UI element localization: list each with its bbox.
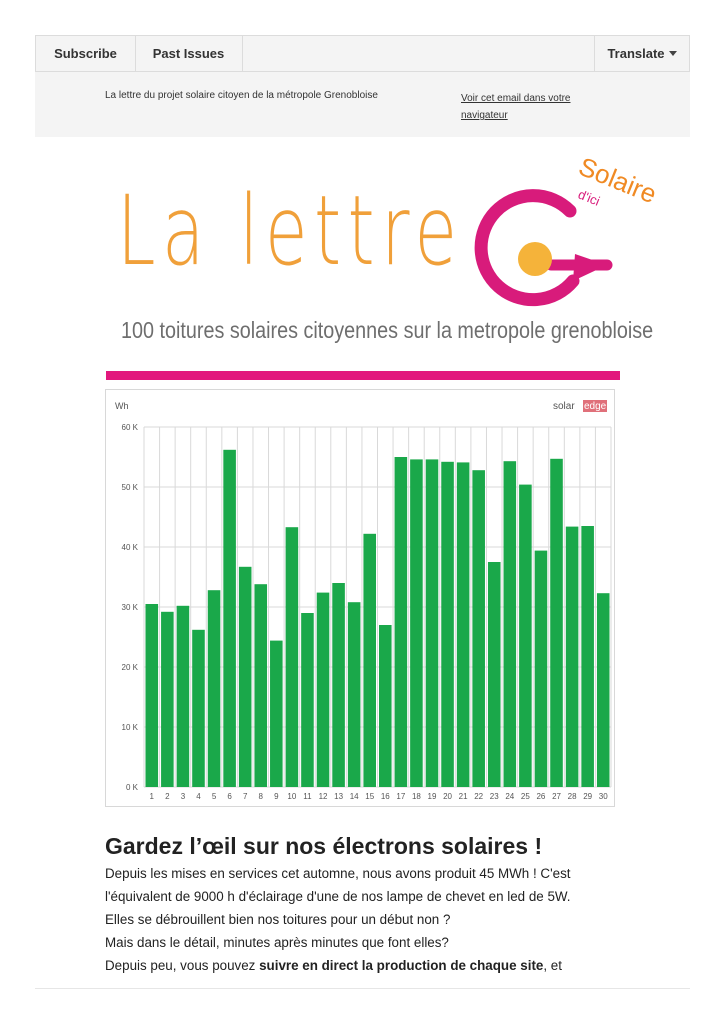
- y-tick-label: 10 K: [122, 723, 139, 732]
- x-tick-label: 28: [568, 792, 577, 801]
- bar-day-16: [379, 625, 392, 787]
- article-line-3: Elles se débrouillent bien nos toitures …: [105, 912, 451, 927]
- x-tick-label: 8: [259, 792, 264, 801]
- bar-day-22: [472, 470, 485, 787]
- bar-day-7: [238, 566, 252, 787]
- preheader: La lettre du projet solaire citoyen de l…: [35, 72, 690, 137]
- x-tick-label: 25: [521, 792, 530, 801]
- article-line-5: Depuis peu, vous pouvez suivre en direct…: [105, 958, 562, 973]
- x-tick-label: 27: [552, 792, 561, 801]
- bar-day-14: [347, 602, 361, 787]
- x-tick-label: 30: [599, 792, 608, 801]
- bar-day-20: [441, 461, 454, 787]
- x-tick-label: 2: [165, 792, 170, 801]
- x-tick-label: 17: [396, 792, 405, 801]
- brand-label-solar: solar: [553, 401, 575, 412]
- past-issues-button[interactable]: Past Issues: [135, 36, 243, 71]
- bar-day-29: [581, 526, 594, 787]
- bar-day-18: [410, 459, 423, 787]
- x-tick-label: 5: [212, 792, 217, 801]
- x-tick-label: 11: [303, 792, 312, 801]
- preheader-tagline: La lettre du projet solaire citoyen de l…: [105, 90, 378, 101]
- x-tick-label: 19: [428, 792, 437, 801]
- bar-day-13: [332, 583, 345, 787]
- bar-day-30: [596, 593, 610, 787]
- article-line-5-start: Depuis peu, vous pouvez: [105, 958, 260, 973]
- bar-day-28: [565, 526, 579, 787]
- x-tick-label: 26: [536, 792, 545, 801]
- x-tick-label: 24: [505, 792, 514, 801]
- translate-label: Translate: [607, 46, 665, 61]
- translate-dropdown[interactable]: Translate: [594, 36, 689, 71]
- article-line-1: Depuis les mises en services cet automne…: [105, 866, 571, 881]
- x-tick-label: 21: [459, 792, 468, 801]
- y-tick-label: 30 K: [122, 603, 139, 612]
- bar-day-15: [363, 533, 376, 787]
- x-tick-label: 7: [243, 792, 248, 801]
- footer-divider: [35, 988, 690, 989]
- logo-title: La lettre: [117, 175, 464, 287]
- article-line-2: l'équivalent de 9000 h d'éclairage d'une…: [105, 889, 571, 904]
- bar-day-3: [176, 605, 190, 787]
- bar-day-27: [550, 458, 563, 787]
- bar-day-19: [425, 459, 439, 787]
- bar-day-12: [316, 592, 330, 787]
- newsletter-logo: La lettre Solaire d'ici 100 toitures sol…: [35, 137, 690, 362]
- article-heading: Gardez l’œil sur nos électrons solaires …: [105, 833, 543, 859]
- bar-day-26: [534, 550, 548, 787]
- x-tick-label: 10: [287, 792, 296, 801]
- pink-divider: [106, 371, 620, 380]
- bar-day-21: [456, 462, 470, 787]
- bar-day-1: [145, 604, 159, 787]
- x-tick-label: 14: [350, 792, 359, 801]
- chevron-down-icon: [668, 51, 677, 57]
- y-tick-label: 60 K: [122, 423, 139, 432]
- bar-day-25: [519, 484, 532, 787]
- y-tick-label: 20 K: [122, 663, 139, 672]
- x-tick-label: 18: [412, 792, 421, 801]
- bar-day-10: [285, 527, 299, 787]
- brand-label-edge: edge: [584, 401, 607, 412]
- x-tick-label: 20: [443, 792, 452, 801]
- x-tick-label: 12: [319, 792, 328, 801]
- live-production-emphasis: suivre en direct la production de chaque…: [259, 958, 544, 973]
- x-tick-label: 9: [274, 792, 279, 801]
- y-tick-label: 40 K: [122, 543, 139, 552]
- x-tick-label: 16: [381, 792, 390, 801]
- x-tick-label: 6: [227, 792, 232, 801]
- x-tick-label: 13: [334, 792, 343, 801]
- subscribe-button[interactable]: Subscribe: [36, 36, 136, 71]
- x-tick-label: 15: [365, 792, 374, 801]
- brand-word-dici: d'ici: [576, 187, 602, 209]
- bar-day-23: [487, 562, 501, 787]
- x-tick-label: 23: [490, 792, 499, 801]
- bar-day-11: [301, 613, 314, 787]
- bar-day-8: [254, 584, 268, 787]
- unit-label: Wh: [115, 401, 129, 411]
- x-tick-label: 4: [196, 792, 201, 801]
- bar-day-9: [270, 640, 283, 787]
- bar-day-5: [207, 590, 221, 787]
- article-line-5-end: , et: [543, 958, 562, 973]
- bar-day-2: [161, 611, 174, 787]
- x-tick-label: 1: [150, 792, 155, 801]
- bar-day-6: [223, 449, 236, 787]
- logo-subtitle: 100 toitures solaires citoyennes sur la …: [121, 317, 654, 343]
- top-nav-bar: Subscribe Past Issues Translate: [35, 35, 690, 72]
- y-tick-label: 50 K: [122, 483, 139, 492]
- view-in-browser-link[interactable]: Voir cet email dans votre navigateur: [461, 93, 571, 121]
- bar-day-24: [503, 461, 517, 787]
- solaire-dici-logo-icon: Solaire d'ici: [474, 151, 655, 307]
- y-tick-label: 0 K: [126, 783, 139, 792]
- x-tick-label: 22: [474, 792, 483, 801]
- x-tick-label: 3: [181, 792, 186, 801]
- bar-day-17: [394, 457, 408, 787]
- article-line-4: Mais dans le détail, minutes après minut…: [105, 935, 449, 950]
- bar-day-4: [192, 629, 205, 787]
- x-tick-label: 29: [583, 792, 592, 801]
- brand-badge: [583, 400, 607, 412]
